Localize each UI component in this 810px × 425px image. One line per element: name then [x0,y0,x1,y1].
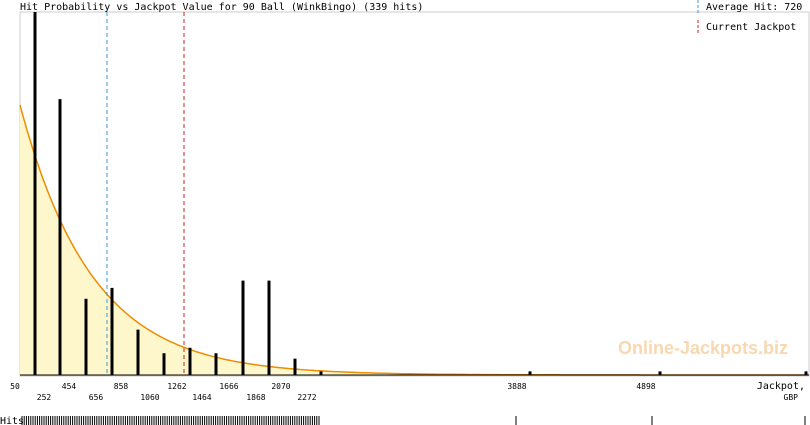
x-tick-label: 1262 [167,382,186,391]
hit-bars [33,12,808,376]
hit-bar [84,298,88,375]
legend-average-label: Average Hit: 720 [706,2,802,13]
chart-title: Hit Probability vs Jackpot Value for 90 … [20,2,423,13]
x-tick-label: 4898 [636,382,655,391]
hit-bar [241,280,245,375]
x-tick-label: 858 [114,382,129,391]
x-tick-label: 2070 [271,382,290,391]
hit-bar [33,12,37,375]
x-tick-labels-upper: 50 454 858 1262 1666 2070 3888 4898 [10,382,656,391]
hits-rug-label: Hits [0,416,24,425]
hit-bar [58,99,62,376]
x-tick-labels-lower: 252 656 1060 1464 1868 2272 [37,393,317,402]
hits-rug [21,416,806,425]
hit-bar [319,371,323,375]
x-tick-label: 454 [62,382,77,391]
hit-bar [136,329,140,375]
x-tick-label: 252 [37,393,52,402]
hit-bar [162,353,166,375]
x-axis-unit: GBP [784,393,799,402]
x-axis-label: Jackpot, [757,381,805,392]
hit-bar [293,358,297,375]
plot-frame [19,11,810,377]
watermark: Online-Jackpots.biz [618,338,788,358]
legend-current-label: Current Jackpot [706,22,796,33]
probability-area [20,105,809,375]
x-tick-label: 1666 [219,382,238,391]
hit-bar [804,371,808,375]
x-tick-label: 2272 [297,393,316,402]
x-tick-label: 1060 [140,393,159,402]
x-tick-label: 1464 [192,393,211,402]
hit-bar [658,371,662,375]
x-tick-label: 1868 [246,393,265,402]
x-tick-label: 50 [10,382,20,391]
hit-bar [267,280,271,375]
hit-bar [214,353,218,375]
hit-bar [188,347,192,375]
hit-bar [528,371,532,375]
hit-bar [110,287,114,375]
x-tick-label: 656 [89,393,104,402]
x-tick-label: 3888 [507,382,526,391]
